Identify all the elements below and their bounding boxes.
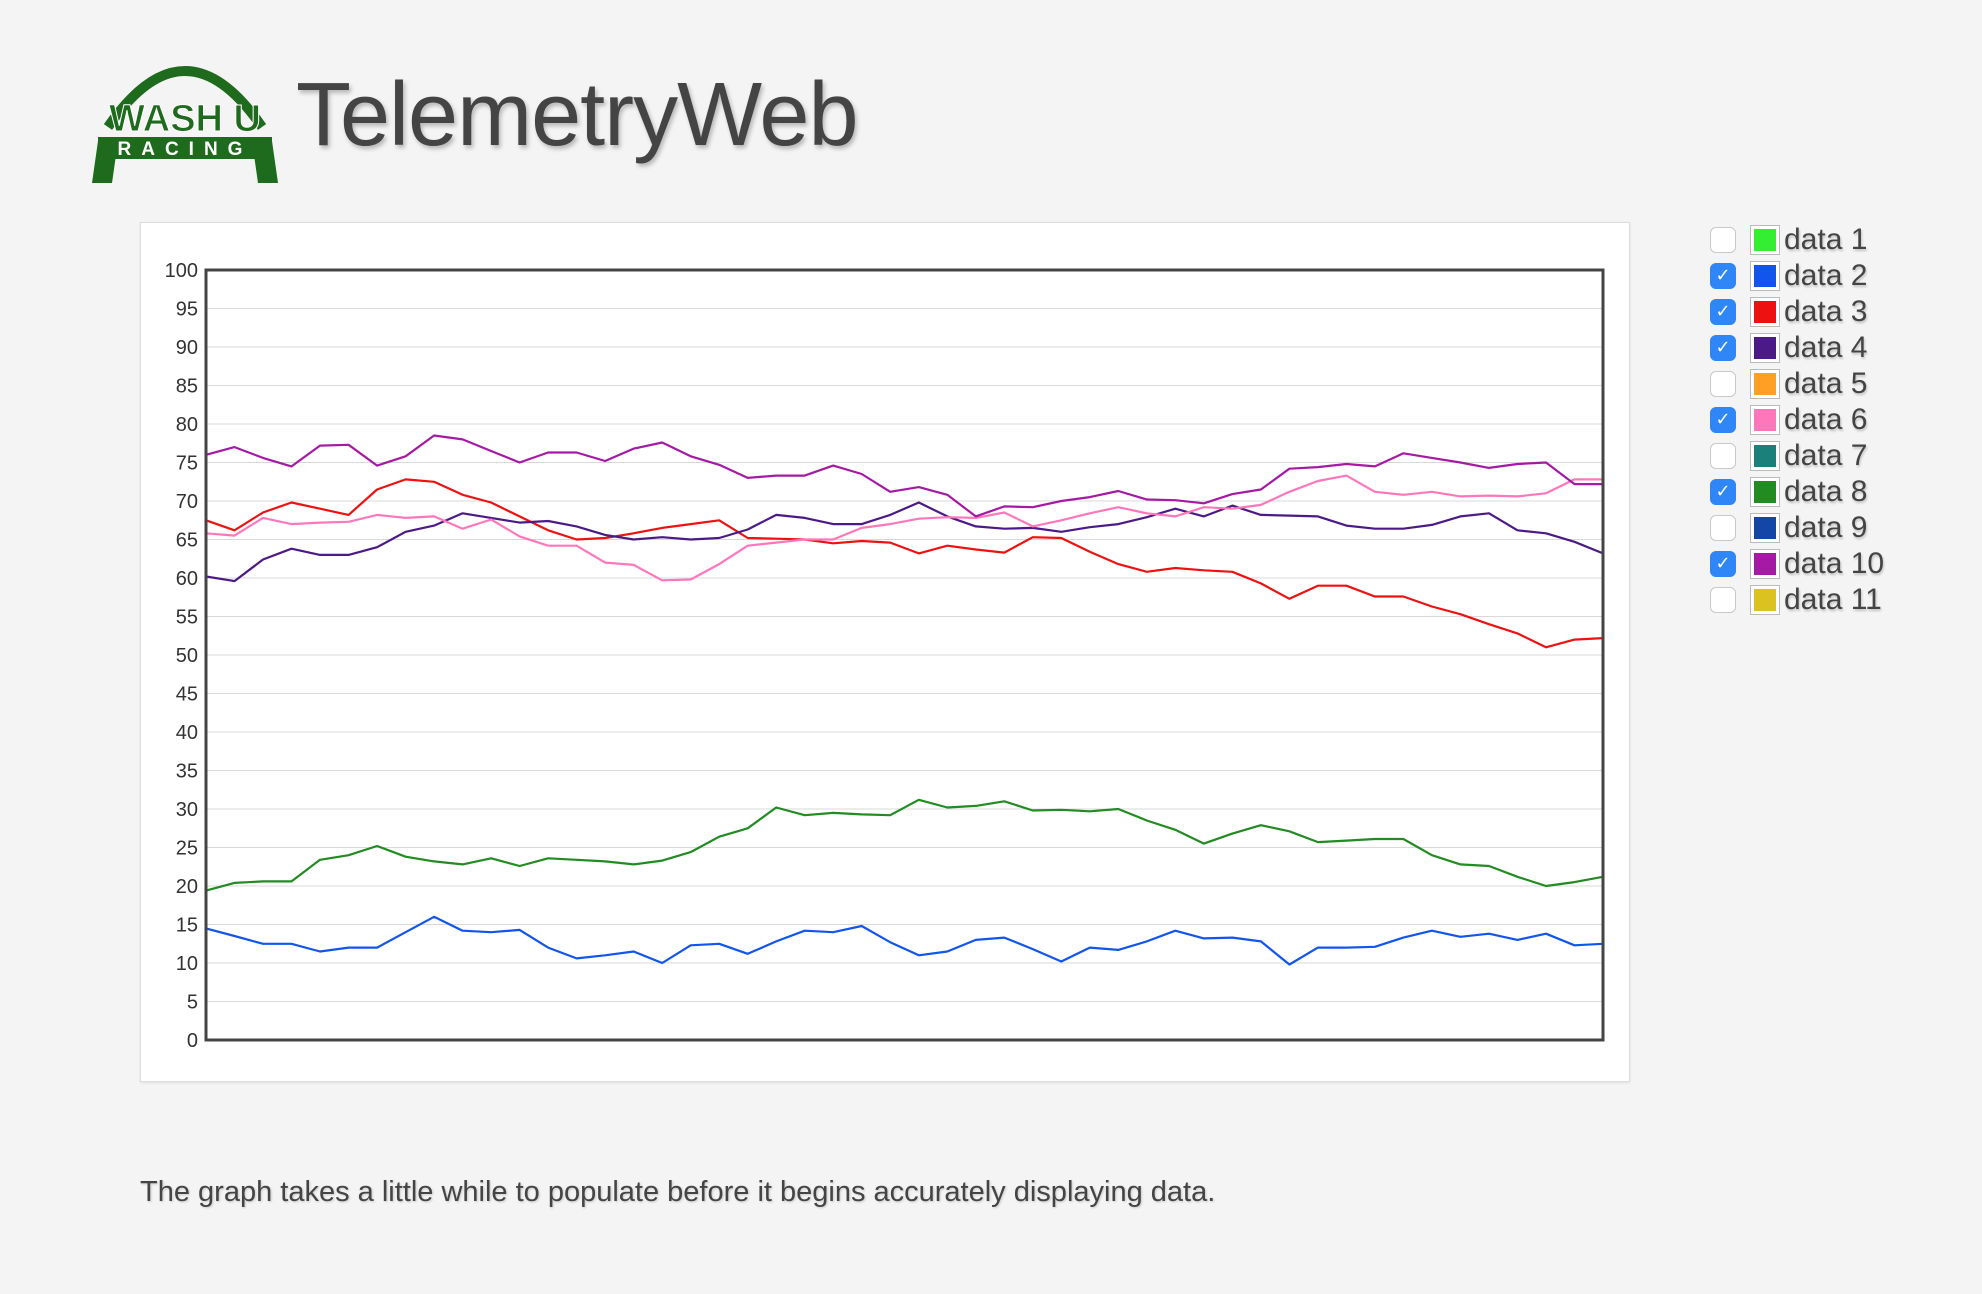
y-tick-label: 65 [176, 530, 198, 552]
footnote-text: The graph takes a little while to popula… [140, 1176, 1216, 1208]
svg-text:RACING: RACING [118, 139, 253, 160]
legend-label: data 9 [1784, 511, 1868, 544]
plot-frame [204, 268, 1605, 1042]
series-toggle-checkbox[interactable]: ✓ [1710, 551, 1736, 577]
legend-label: data 2 [1784, 259, 1868, 292]
y-tick-label: 60 [176, 568, 198, 590]
checkmark-icon: ✓ [1715, 481, 1731, 502]
legend-label: data 11 [1784, 583, 1882, 616]
legend-color-swatch [1750, 261, 1780, 291]
legend-item-data-10[interactable]: ✓ data 10 [1710, 546, 1960, 582]
y-tick-label: 100 [165, 260, 198, 282]
legend-color-swatch [1750, 369, 1780, 399]
y-tick-label: 90 [176, 337, 198, 359]
legend-color-swatch [1750, 513, 1780, 543]
legend-color-swatch [1750, 333, 1780, 363]
y-tick-label: 35 [176, 761, 198, 783]
legend-label: data 6 [1784, 403, 1868, 436]
legend-item-data-8[interactable]: ✓ data 8 [1710, 474, 1960, 510]
legend-color-swatch [1750, 225, 1780, 255]
legend-item-data-9[interactable]: data 9 [1710, 510, 1960, 546]
series-toggle-checkbox[interactable]: ✓ [1710, 299, 1736, 325]
legend: data 1 ✓ data 2 ✓ data 3 ✓ data 4 data 5 ✓ data 6… [1710, 222, 1960, 618]
legend-color-swatch [1750, 477, 1780, 507]
legend-label: data 4 [1784, 331, 1868, 364]
legend-item-data-5[interactable]: data 5 [1710, 366, 1960, 402]
series-toggle-checkbox[interactable] [1710, 443, 1736, 469]
legend-item-data-4[interactable]: ✓ data 4 [1710, 330, 1960, 366]
series-toggle-checkbox[interactable]: ✓ [1710, 479, 1736, 505]
legend-item-data-11[interactable]: data 11 [1710, 582, 1960, 618]
series-toggle-checkbox[interactable]: ✓ [1710, 263, 1736, 289]
y-tick-label: 10 [176, 953, 198, 975]
legend-color-swatch [1750, 549, 1780, 579]
legend-label: data 7 [1784, 439, 1868, 472]
series-toggle-checkbox[interactable]: ✓ [1710, 335, 1736, 361]
y-tick-label: 5 [187, 992, 198, 1014]
legend-label: data 10 [1784, 547, 1885, 580]
page-title: TelemetryWeb [296, 64, 859, 165]
y-tick-label: 40 [176, 722, 198, 744]
y-tick-label: 45 [176, 684, 198, 706]
checkmark-icon: ✓ [1715, 409, 1731, 430]
legend-item-data-3[interactable]: ✓ data 3 [1710, 294, 1960, 330]
legend-item-data-7[interactable]: data 7 [1710, 438, 1960, 474]
legend-color-swatch [1750, 441, 1780, 471]
series-line-data-10 [205, 434, 1603, 518]
legend-label: data 8 [1784, 475, 1868, 508]
series-toggle-checkbox[interactable] [1710, 227, 1736, 253]
y-tick-label: 25 [176, 838, 198, 860]
legend-color-swatch [1750, 585, 1780, 615]
y-tick-label: 75 [176, 453, 198, 475]
chart-panel: 0 5 10 15 20 25 30 35 40 45 50 55 60 65 70 75 80 85 90 95 10… [140, 222, 1630, 1082]
wash-u-racing-logo: WASH U RACING [92, 66, 278, 183]
series-toggle-checkbox[interactable] [1710, 515, 1736, 541]
y-tick-label: 30 [176, 799, 198, 821]
legend-color-swatch [1750, 405, 1780, 435]
legend-label: data 1 [1784, 223, 1868, 256]
legend-label: data 5 [1784, 367, 1868, 400]
series-toggle-checkbox[interactable]: ✓ [1710, 407, 1736, 433]
y-tick-label: 50 [176, 645, 198, 667]
svg-text:WASH U: WASH U [109, 98, 261, 140]
checkmark-icon: ✓ [1715, 301, 1731, 322]
header: WASH U RACING TelemetryWeb [90, 40, 859, 190]
checkmark-icon: ✓ [1715, 553, 1731, 574]
series-toggle-checkbox[interactable] [1710, 371, 1736, 397]
checkmark-icon: ✓ [1715, 265, 1731, 286]
series-line-data-4 [205, 501, 1604, 583]
series-line-data-3 [205, 478, 1604, 649]
y-tick-label: 55 [176, 607, 198, 629]
series-line-data-8 [205, 798, 1604, 892]
series-toggle-checkbox[interactable] [1710, 587, 1736, 613]
y-tick-label: 0 [187, 1030, 198, 1052]
legend-item-data-1[interactable]: data 1 [1710, 222, 1960, 258]
y-tick-label: 15 [176, 915, 198, 937]
y-tick-label: 70 [176, 491, 198, 513]
y-tick-label: 85 [176, 376, 198, 398]
series-line-data-2 [205, 915, 1604, 966]
legend-item-data-6[interactable]: ✓ data 6 [1710, 402, 1960, 438]
y-tick-label: 95 [176, 299, 198, 321]
legend-color-swatch [1750, 297, 1780, 327]
y-tick-label: 80 [176, 414, 198, 436]
legend-label: data 3 [1784, 295, 1868, 328]
legend-item-data-2[interactable]: ✓ data 2 [1710, 258, 1960, 294]
series-line-data-6 [205, 474, 1603, 582]
y-tick-label: 20 [176, 876, 198, 898]
checkmark-icon: ✓ [1715, 337, 1731, 358]
line-chart: 0 5 10 15 20 25 30 35 40 45 50 55 60 65 70 75 80 85 90 95 10… [165, 260, 1605, 1052]
